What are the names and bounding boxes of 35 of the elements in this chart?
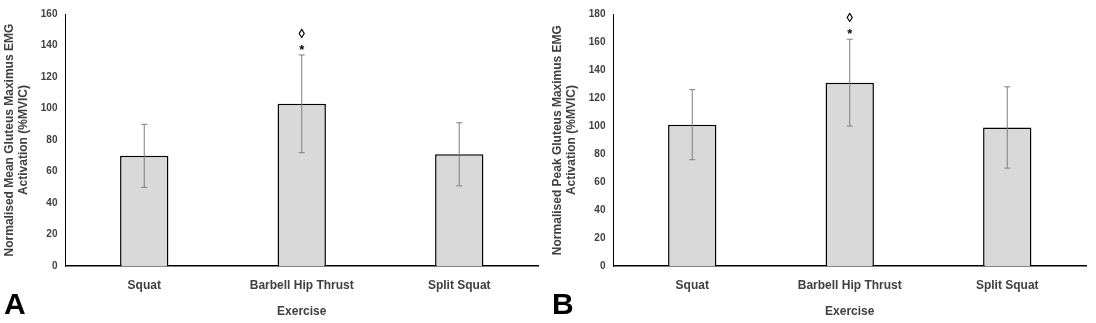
x-axis-title: Exercise [277, 304, 327, 319]
x-tick-label: Barbell Hip Thrust [797, 277, 902, 292]
annotation: ◊ [298, 26, 306, 42]
x-tick-label: Split Squat [975, 277, 1039, 292]
annotation: * [847, 26, 854, 42]
y-tick-label: 0 [599, 259, 606, 271]
y-tick-label: 180 [588, 7, 606, 19]
x-tick-label: Barbell Hip Thrust [249, 277, 354, 292]
y-tick-label: 60 [46, 165, 58, 177]
y-tick-label: 100 [40, 102, 58, 114]
text: B [552, 287, 574, 321]
text: A [4, 287, 26, 321]
y-axis-title: Normalised Peak Gluteus Maximus EMG Activation (%MVIC) [549, 25, 578, 256]
x-tick-label: Squat [127, 277, 161, 292]
y-tick-label: 120 [588, 91, 606, 103]
x-tick-label: Squat [675, 277, 709, 292]
y-tick-label: 160 [40, 7, 58, 19]
annotation: * [299, 42, 306, 58]
x-axis-title: Exercise [825, 304, 875, 319]
y-axis-title: Normalised Mean Gluteus Maximus EMG Activation (%MVIC) [1, 23, 30, 257]
y-tick-label: 140 [40, 39, 58, 51]
y-tick-label: 100 [588, 119, 606, 131]
y-tick-label: 60 [594, 175, 606, 187]
annotation: ◊ [846, 10, 854, 26]
x-tick-label: Split Squat [427, 277, 491, 292]
y-tick-label: 140 [588, 63, 606, 75]
y-tick-label: 40 [46, 196, 58, 208]
y-tick-label: 0 [51, 259, 58, 271]
y-tick-label: 160 [588, 35, 606, 47]
y-tick-label: 40 [594, 203, 606, 215]
y-tick-label: 20 [46, 228, 58, 240]
y-tick-label: 120 [40, 70, 58, 82]
y-tick-label: 20 [594, 231, 606, 243]
y-tick-label: 80 [594, 147, 606, 159]
y-tick-label: 80 [46, 133, 58, 145]
